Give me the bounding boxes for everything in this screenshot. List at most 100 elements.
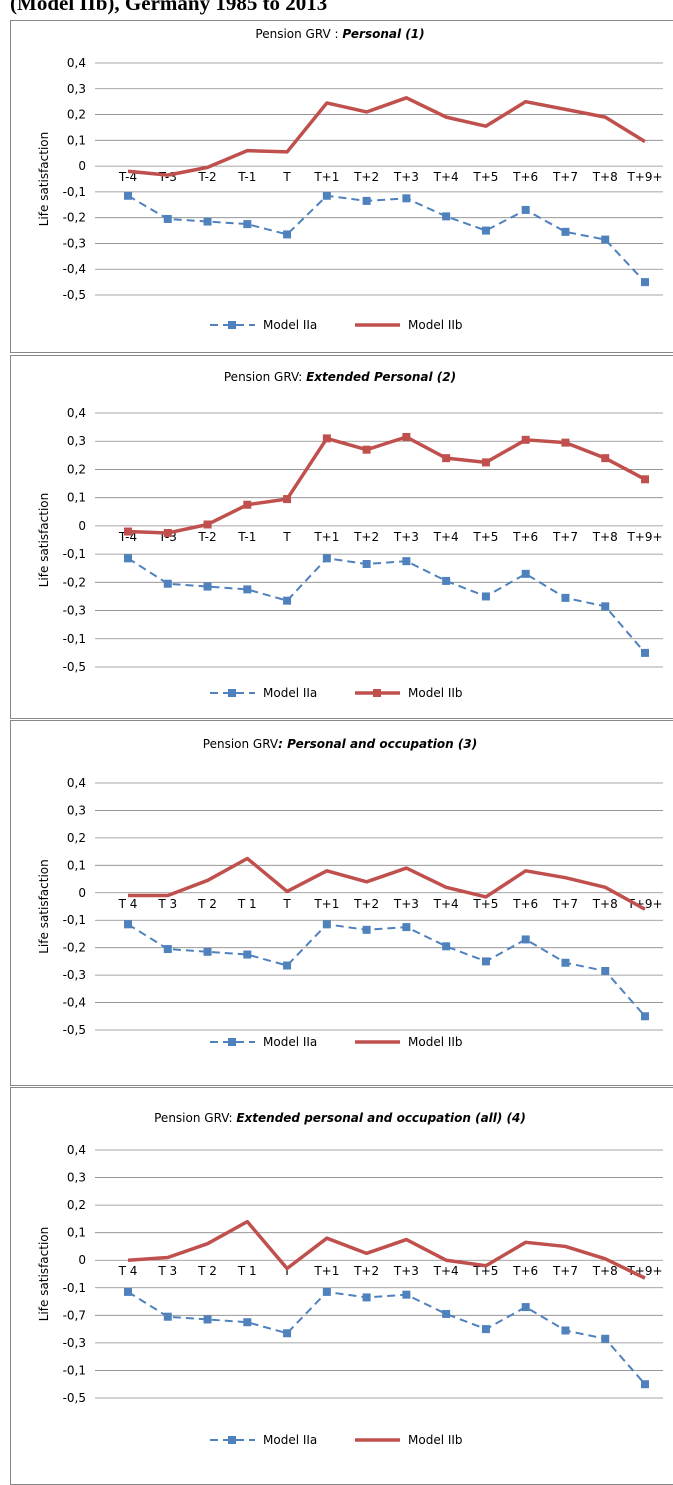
- x-tick-label: T+4: [433, 897, 459, 911]
- y-tick-label: 0,3: [67, 803, 86, 817]
- point: [402, 1290, 411, 1299]
- point: [641, 648, 649, 657]
- x-tick-label: T+7: [552, 530, 578, 544]
- legend-label: Model IIb: [408, 686, 463, 700]
- point: [124, 554, 132, 563]
- x-tick-label: T+4: [433, 170, 459, 184]
- point: [521, 935, 530, 944]
- x-tick-label: T-2: [197, 170, 216, 184]
- point: [283, 230, 292, 239]
- point: [521, 569, 530, 578]
- y-tick-label: -0,1: [63, 185, 86, 199]
- x-tick-label: T+2: [353, 530, 379, 544]
- x-tick-label: T+1: [313, 170, 339, 184]
- point: [402, 194, 411, 203]
- x-tick-label: T+1: [313, 530, 339, 544]
- y-axis-label: Life satisfaction: [37, 132, 51, 227]
- legend-label: Model IIa: [263, 686, 317, 700]
- y-tick-label: -0,5: [63, 1023, 86, 1037]
- x-tick-label: T: [282, 170, 291, 184]
- point: [163, 1312, 172, 1321]
- x-tick-label: T+8: [592, 1264, 618, 1278]
- point: [322, 920, 331, 929]
- legend-marker: [228, 321, 236, 329]
- y-tick-label: 0,2: [67, 462, 86, 476]
- y-tick-label: -0,5: [63, 660, 86, 674]
- title-text: Pension GRV :: [255, 27, 342, 41]
- chart-title: Pension GRV: Extended Personal (2): [224, 370, 456, 384]
- point: [521, 1303, 530, 1312]
- point: [243, 1318, 252, 1327]
- legend-marker: [228, 689, 236, 697]
- point: [243, 585, 252, 594]
- y-tick-label: 0: [78, 159, 86, 173]
- series-line: [127, 923, 646, 1017]
- point: [442, 212, 451, 221]
- x-tick-label: T 1: [237, 897, 257, 911]
- point: [561, 1326, 570, 1335]
- point: [203, 582, 212, 591]
- chart-panel: Pension GRV: Extended Personal (2) Life s…: [10, 355, 673, 719]
- x-tick-label: T+5: [472, 1264, 498, 1278]
- point: [442, 576, 451, 585]
- x-tick-label: T+3: [393, 1264, 419, 1278]
- y-tick-label: 0,4: [67, 1143, 86, 1157]
- legend-marker: [228, 1436, 236, 1444]
- series-line: [127, 1219, 646, 1280]
- x-tick-label: T 3: [157, 1264, 177, 1278]
- point: [322, 191, 331, 200]
- point: [481, 592, 490, 601]
- y-axis-label: Life satisfaction: [37, 1227, 51, 1322]
- panel-frame: [10, 20, 673, 353]
- x-tick-label: T+8: [592, 170, 618, 184]
- x-tick-label: T+6: [512, 1264, 538, 1278]
- y-tick-label: -0,1: [63, 632, 86, 646]
- point: [601, 1334, 610, 1343]
- y-tick-label: 0,3: [67, 82, 86, 96]
- point: [521, 205, 530, 214]
- x-tick-label: T+3: [393, 530, 419, 544]
- y-tick-label: -0,4: [63, 996, 86, 1010]
- y-tick-label: -0,3: [63, 1336, 86, 1350]
- y-tick-label: 0,2: [67, 831, 86, 845]
- point: [243, 500, 252, 509]
- x-tick-label: T 4: [118, 897, 138, 911]
- series-line: [127, 1290, 646, 1385]
- y-tick-label: 0,2: [67, 1198, 86, 1212]
- title-emphasis: Personal (1): [342, 27, 424, 41]
- point: [402, 432, 411, 441]
- title-text: Pension GRV: [203, 737, 279, 751]
- chart-panel: Pension GRV : Personal (1) Life satisfact…: [10, 20, 673, 353]
- point: [481, 1325, 490, 1334]
- point: [203, 520, 212, 529]
- point: [601, 454, 610, 463]
- x-tick-label: T+2: [353, 170, 379, 184]
- point: [203, 217, 212, 226]
- point: [124, 527, 132, 536]
- x-tick-label: T+3: [393, 897, 419, 911]
- x-tick-label: T: [282, 530, 291, 544]
- x-tick-label: T+5: [472, 170, 498, 184]
- y-tick-label: 0: [78, 886, 86, 900]
- y-tick-label: -0,3: [63, 236, 86, 250]
- y-tick-label: 0,4: [67, 406, 86, 420]
- chart-panel: Pension GRV: Personal and occupation (3)…: [10, 720, 673, 1086]
- y-tick-label: -0,2: [63, 941, 86, 955]
- point: [283, 961, 292, 970]
- x-tick-label: T+7: [552, 897, 578, 911]
- point: [283, 495, 292, 504]
- x-tick-label: T+2: [353, 897, 379, 911]
- y-tick-label: -0,5: [63, 288, 86, 302]
- x-tick-label: T+6: [512, 170, 538, 184]
- legend-label: Model IIb: [408, 1433, 463, 1447]
- point: [163, 528, 172, 537]
- point: [243, 220, 252, 229]
- y-tick-label: -0,1: [63, 547, 86, 561]
- x-tick-label: T+3: [393, 170, 419, 184]
- point: [481, 226, 490, 235]
- title-emphasis: Extended Personal (2): [306, 370, 456, 384]
- point: [561, 438, 570, 447]
- series-line: [128, 856, 646, 911]
- point: [124, 920, 132, 929]
